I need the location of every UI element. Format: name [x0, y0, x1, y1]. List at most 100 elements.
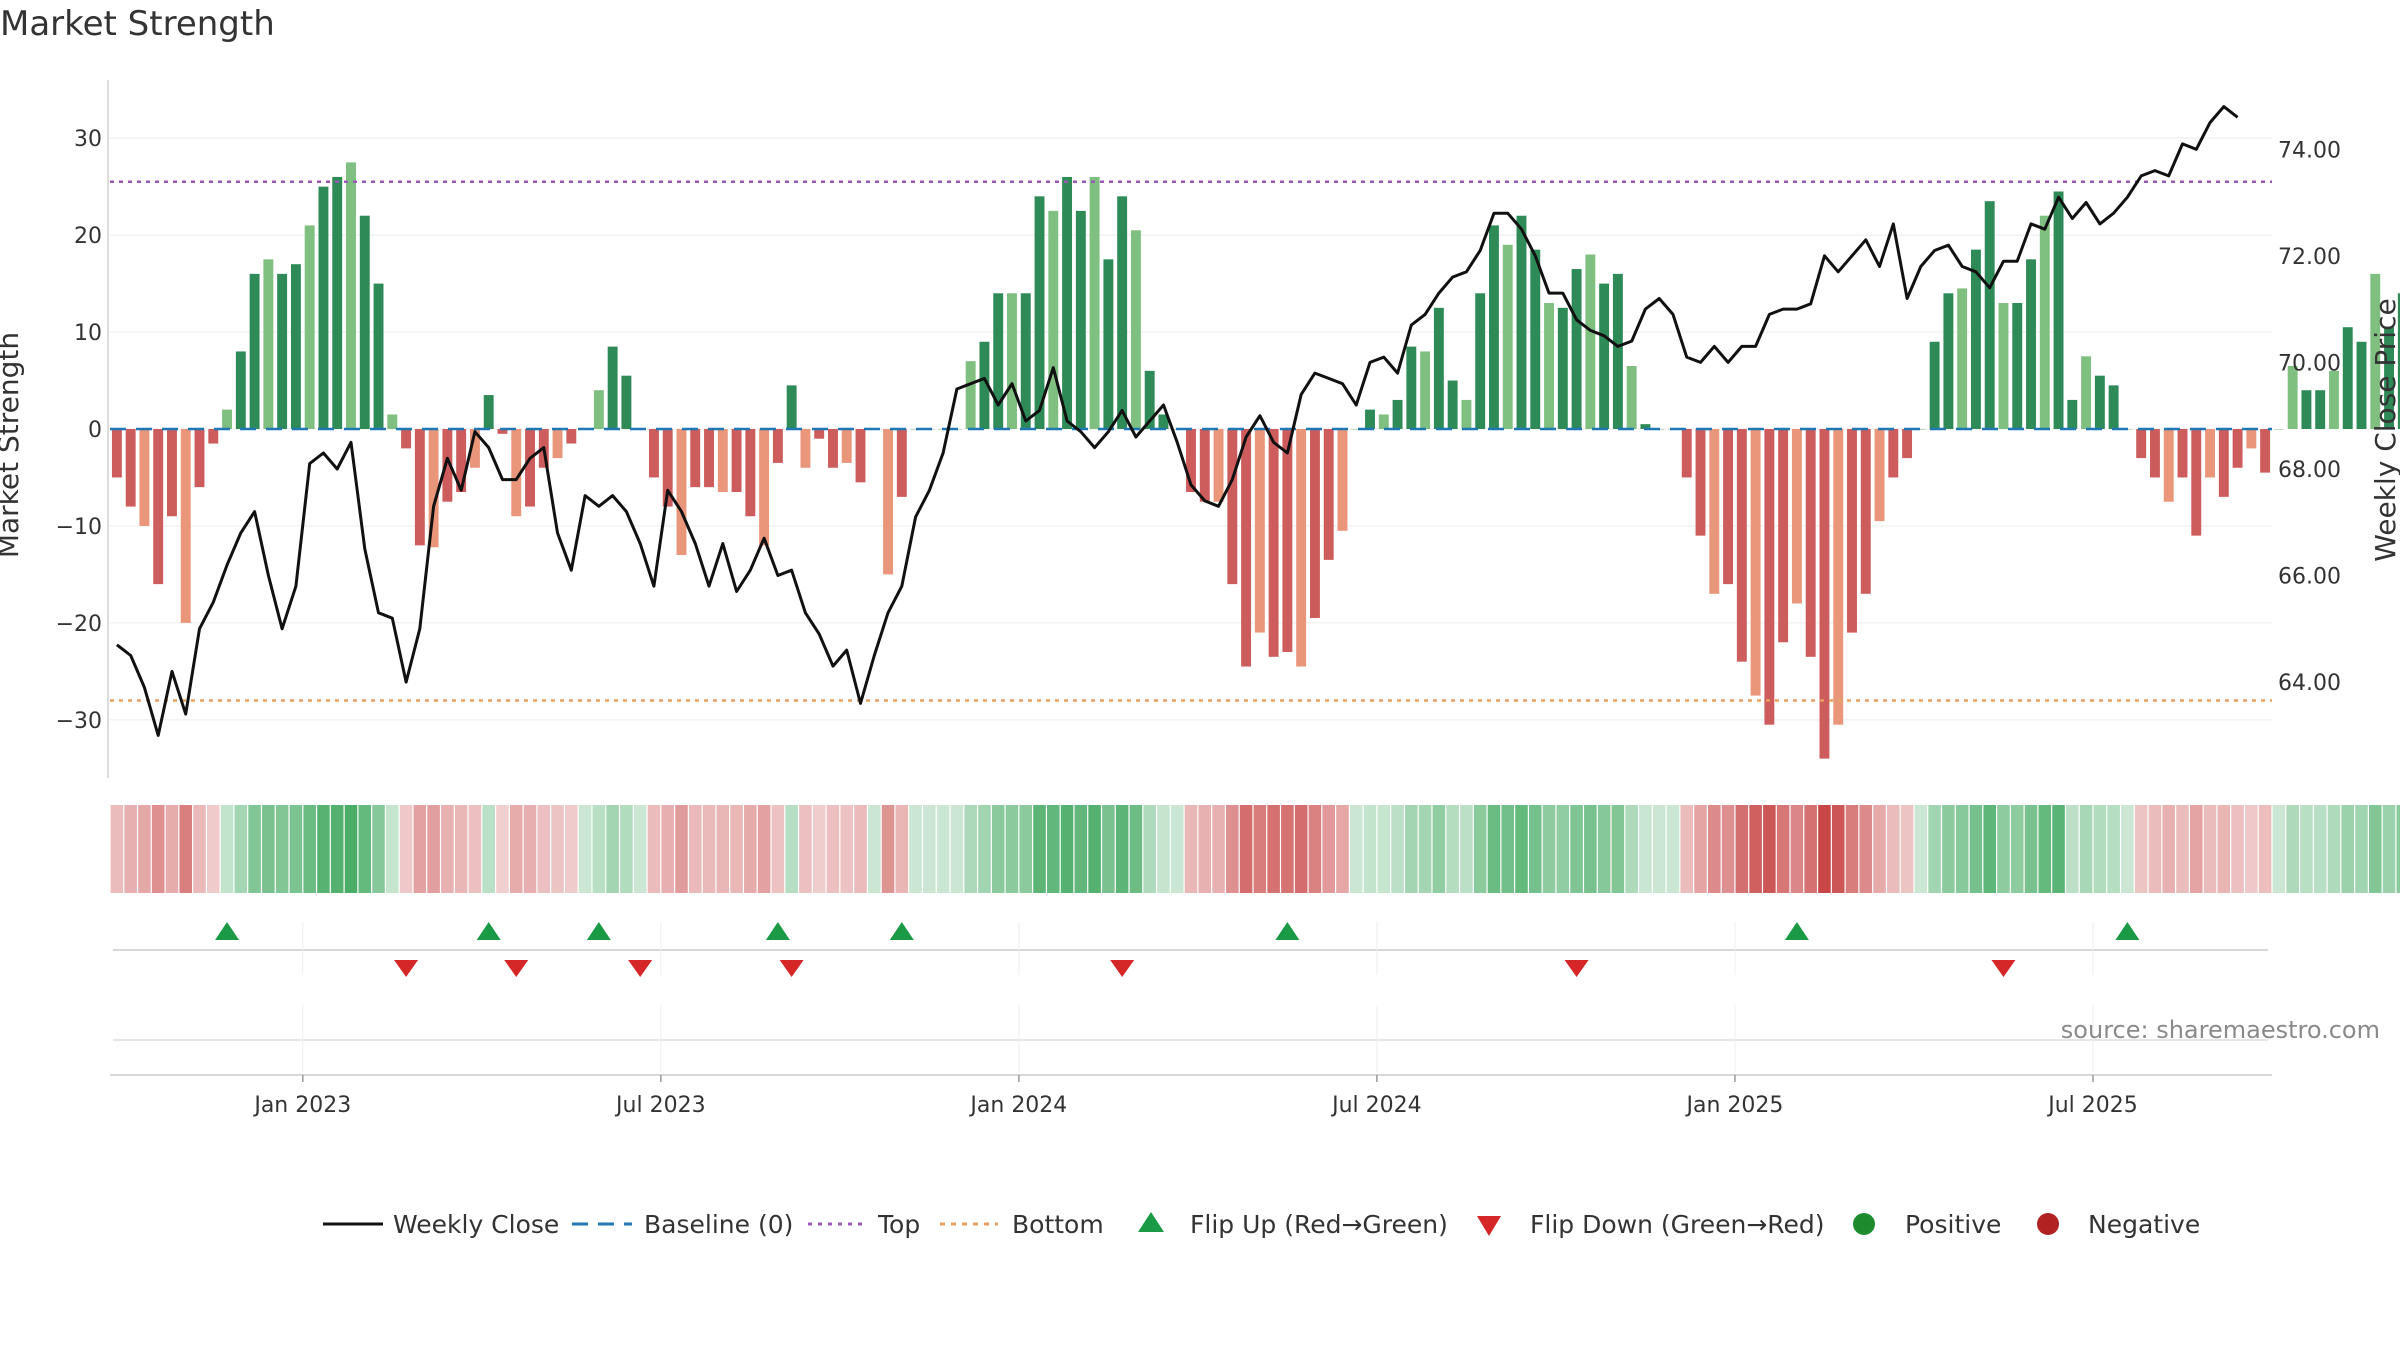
strength-bar	[1599, 283, 1610, 429]
strength-bar	[1970, 249, 1981, 429]
heatmap-cell	[441, 805, 454, 893]
strength-bar	[662, 429, 673, 507]
flip-up-marker	[215, 922, 240, 940]
right-axis-title: Weekly Close Price	[2369, 298, 2400, 561]
strength-bar	[1750, 429, 1761, 696]
strength-bar	[2329, 370, 2339, 429]
heatmap-cell	[523, 805, 537, 893]
strength-bar	[1186, 429, 1196, 493]
strength-bar	[332, 176, 343, 429]
strength-bar	[235, 351, 246, 429]
flip-down-marker	[1110, 960, 1135, 977]
heatmap-cell	[1047, 805, 1060, 893]
legend-flip-up-icon	[1138, 1212, 1164, 1232]
strength-bar	[483, 395, 494, 429]
heatmap-cell	[1666, 805, 1680, 893]
x-axis: Jan 2023 Jul 2023 Jan 2024 Jul 2024 Jan 2025…	[110, 922, 2272, 1118]
strength-bar	[1007, 293, 1017, 429]
heatmap-cell	[2052, 805, 2065, 893]
heatmap-cell	[771, 805, 785, 893]
heatmap-cell	[1460, 805, 1473, 893]
heatmap-cell	[1391, 805, 1404, 893]
right-tick-label: 64.00	[2278, 671, 2341, 696]
x-tick-label: Jul 2025	[2046, 1093, 2138, 1118]
flip-down-marker	[504, 960, 529, 977]
left-tick-label: 0	[88, 418, 102, 443]
legend-label-top: Top	[877, 1210, 920, 1239]
strength-bar	[1130, 230, 1141, 429]
heatmap-cell	[1322, 805, 1335, 893]
heatmap-cell	[923, 805, 936, 893]
strength-bar	[2081, 356, 2092, 429]
strength-bar	[1943, 293, 1954, 429]
strength-bar	[1847, 429, 1857, 633]
strength-bar	[1433, 307, 1444, 429]
heatmap-cell	[1253, 805, 1267, 893]
strength-bar	[1585, 254, 1596, 429]
heatmap-cell	[1887, 805, 1900, 893]
strength-bar	[1695, 429, 1706, 536]
legend-label-positive: Positive	[1905, 1210, 2001, 1239]
heatmap-cell	[482, 805, 495, 893]
strength-bar	[676, 429, 687, 556]
strength-bar	[965, 361, 976, 429]
strength-bar	[1351, 429, 1362, 430]
heatmap-cell	[1694, 805, 1707, 893]
heatmap-cell	[1818, 805, 1831, 893]
strength-bar	[566, 429, 577, 444]
strength-bar	[1020, 293, 1031, 429]
strength-bar	[1819, 429, 1830, 759]
heatmap-cell	[1363, 805, 1377, 893]
strength-bar	[1323, 429, 1334, 560]
heatmap-cell	[1129, 805, 1143, 893]
heatmap-cell	[1790, 805, 1804, 893]
strength-bar	[2067, 399, 2078, 429]
strength-bar	[814, 429, 825, 439]
strength-bar	[111, 429, 122, 478]
strength-bar	[1612, 273, 1623, 429]
strength-bar	[552, 429, 563, 459]
left-axis-title: Market Strength	[0, 332, 25, 558]
heatmap-cell	[1157, 805, 1170, 893]
strength-bar	[167, 429, 177, 517]
strength-bar	[621, 375, 632, 429]
heatmap-cell	[757, 805, 771, 893]
strength-bar	[1406, 346, 1417, 429]
heatmap-cell	[537, 805, 551, 893]
strength-bar	[786, 385, 797, 429]
flip-up-marker	[476, 922, 501, 940]
weekly-close-line	[115, 105, 2239, 737]
strength-bar	[704, 429, 714, 488]
legend-label-weekly-close: Weekly Close	[393, 1210, 559, 1239]
heatmap-cell	[1349, 805, 1363, 893]
strength-bar	[153, 429, 164, 585]
heatmap-cell	[1377, 805, 1391, 893]
strength-bar	[346, 162, 356, 429]
right-tick-label: 70.00	[2278, 351, 2341, 376]
heatmap-cell	[1473, 805, 1487, 893]
flip-up-marker	[765, 922, 790, 940]
heatmap-cell	[1074, 805, 1088, 893]
heatmap-cell	[661, 805, 674, 893]
flip-up-marker	[586, 922, 611, 940]
heatmap-cell	[565, 805, 578, 893]
strength-bar	[180, 429, 191, 623]
heatmap-cell	[744, 805, 757, 893]
heatmap-cell	[1928, 805, 1941, 893]
strength-bar	[2246, 429, 2257, 449]
strength-bar	[373, 283, 384, 429]
heatmap-cell	[633, 805, 647, 893]
heatmap-cell	[1776, 805, 1790, 893]
flip-up-marker	[1784, 922, 1809, 940]
strength-bar	[2177, 429, 2188, 478]
strength-bar	[800, 429, 811, 468]
heatmap-cell	[1212, 805, 1225, 893]
heatmap-cell	[1900, 805, 1914, 893]
heatmap-cell	[1721, 805, 1735, 893]
heatmap-cell	[881, 805, 895, 893]
heatmap-cell	[978, 805, 991, 893]
heatmap-cell	[785, 805, 798, 893]
strength-bar	[1860, 429, 1871, 594]
heatmap-cell	[1955, 805, 1969, 893]
strength-bar	[318, 186, 329, 429]
